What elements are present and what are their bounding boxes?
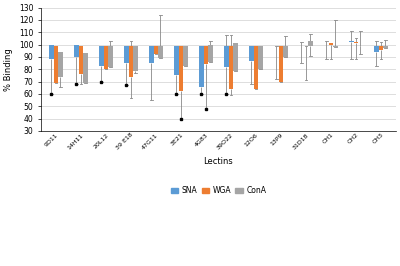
Bar [354,42,358,43]
Bar [328,43,333,45]
Bar [133,46,138,70]
Bar [58,52,63,77]
Bar [108,46,113,67]
Bar [228,46,233,89]
Bar [278,46,283,82]
Legend: SNA, WGA, ConA: SNA, WGA, ConA [168,184,269,198]
X-axis label: Lectins: Lectins [204,157,233,166]
Bar [99,46,104,66]
Bar [204,46,208,64]
Bar [208,45,212,62]
Bar [124,46,129,63]
Bar [83,53,88,83]
Bar [154,46,158,55]
Bar [74,45,79,57]
Bar [258,46,262,69]
Bar [104,46,108,69]
Bar [49,45,54,59]
Bar [308,41,312,46]
Bar [179,46,183,92]
Bar [158,46,163,58]
Bar [333,46,338,47]
Y-axis label: % Binding: % Binding [4,48,13,91]
Bar [378,46,383,49]
Bar [249,46,254,61]
Bar [183,46,188,66]
Bar [374,46,378,52]
Bar [254,46,258,89]
Bar [79,46,83,74]
Bar [129,46,133,77]
Bar [224,46,228,67]
Bar [233,43,238,70]
Bar [199,46,204,86]
Bar [349,41,354,42]
Bar [149,46,154,63]
Bar [54,46,58,83]
Bar [383,46,388,48]
Bar [283,46,288,57]
Bar [174,46,179,76]
